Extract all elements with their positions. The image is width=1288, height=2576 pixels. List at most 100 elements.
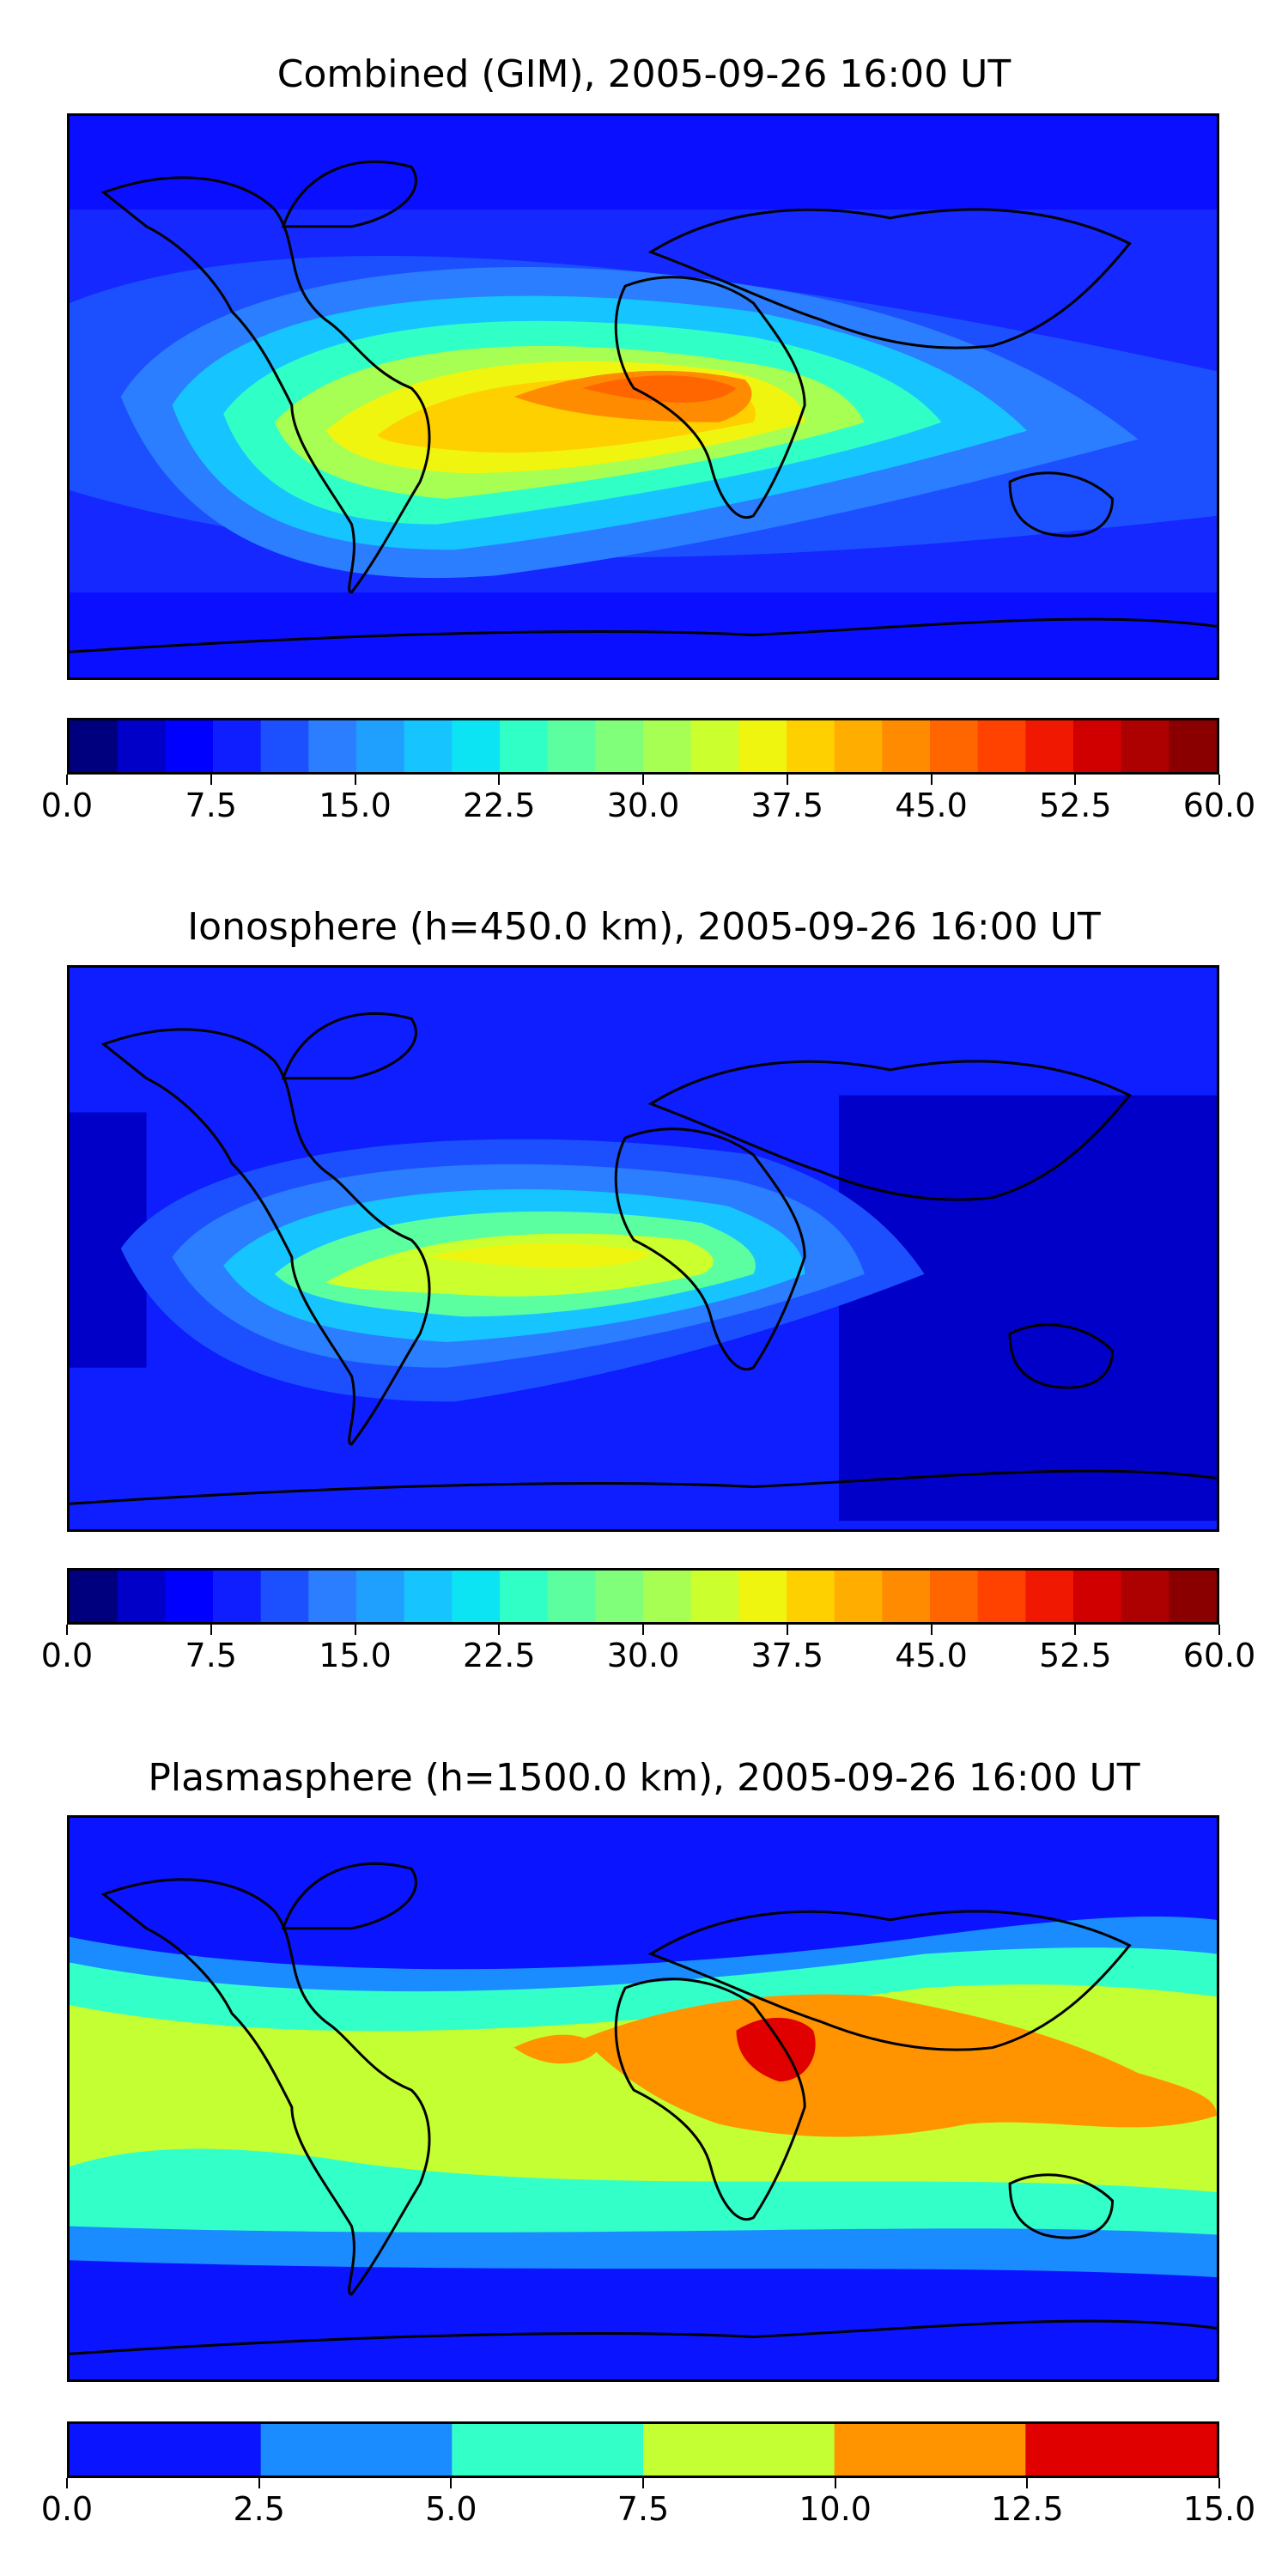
colorbar-ticks: 0.0 7.5 15.0 22.5 30.0 37.5 45.0 52.5 60.0 <box>41 1625 1255 1676</box>
colorbar <box>67 718 1219 775</box>
colorbar-swatch <box>165 1571 214 1622</box>
colorbar-swatch <box>1025 2424 1217 2476</box>
colorbar-swatch <box>643 720 692 772</box>
colorbar-tick <box>1218 2478 1220 2488</box>
colorbar-swatches <box>70 1571 1217 1622</box>
colorbar-swatch <box>738 1571 787 1622</box>
colorbar-swatch <box>213 720 262 772</box>
colorbar-tick <box>210 1625 212 1635</box>
colorbar-swatch <box>308 720 357 772</box>
tec-map <box>67 1815 1219 2382</box>
colorbar-swatch <box>738 720 787 772</box>
colorbar-swatch <box>882 1571 931 1622</box>
colorbar-tick-label: 0.0 <box>40 2490 94 2528</box>
colorbar-tick-label: 22.5 <box>462 1637 536 1674</box>
colorbar-tick <box>66 775 68 785</box>
colorbar-swatch <box>930 1571 979 1622</box>
colorbar-tick <box>66 1625 68 1635</box>
colorbar-tick <box>1074 1625 1077 1635</box>
colorbar <box>67 1568 1219 1625</box>
colorbar-tick <box>930 775 933 785</box>
colorbar-tick-label: 5.0 <box>425 2490 477 2528</box>
colorbar-tick <box>450 2478 453 2488</box>
colorbar-tick <box>210 775 212 785</box>
colorbar-swatch <box>834 2424 1026 2476</box>
colorbar-swatch <box>690 1571 739 1622</box>
colorbar-swatch <box>595 720 644 772</box>
colorbar-swatch <box>787 1571 835 1622</box>
colorbar-swatch <box>260 1571 309 1622</box>
colorbar-tick-label: 7.5 <box>185 787 237 824</box>
colorbar-swatch <box>1169 1571 1217 1622</box>
colorbar-swatch <box>356 1571 405 1622</box>
colorbar-tick-label: 30.0 <box>606 1637 680 1674</box>
colorbar-swatch <box>117 720 166 772</box>
colorbar-tick-label: 15.0 <box>319 1637 392 1674</box>
colorbar-tick-label: 52.5 <box>1038 787 1112 824</box>
colorbar-tick <box>354 1625 356 1635</box>
colorbar-swatch <box>834 720 883 772</box>
colorbar-swatch <box>500 1571 549 1622</box>
colorbar-swatch <box>1121 720 1170 772</box>
colorbar-swatch <box>213 1571 262 1622</box>
tec-contour-field <box>70 968 1217 1529</box>
colorbar-swatch <box>834 1571 883 1622</box>
colorbar-swatch <box>1121 1571 1170 1622</box>
colorbar-swatch <box>882 720 931 772</box>
tec-contour-field <box>70 116 1217 677</box>
colorbar-swatch <box>452 1571 501 1622</box>
colorbar-tick <box>1218 1625 1220 1635</box>
colorbar-tick-label: 22.5 <box>462 787 536 824</box>
colorbar-swatch <box>356 720 405 772</box>
colorbar-tick <box>642 775 644 785</box>
colorbar-swatch <box>404 1571 453 1622</box>
chart-title: Combined (GIM), 2005-09-26 16:00 UT <box>276 52 1012 96</box>
colorbar-swatch <box>930 720 979 772</box>
colorbar-ticks: 0.0 7.5 15.0 22.5 30.0 37.5 45.0 52.5 60.0 <box>41 775 1255 826</box>
colorbar-swatch <box>1025 1571 1074 1622</box>
colorbar-tick-label: 45.0 <box>895 787 968 824</box>
colorbar-swatch <box>595 1571 644 1622</box>
colorbar-tick-label: 2.5 <box>233 2490 285 2528</box>
colorbar-swatch <box>308 1571 357 1622</box>
colorbar-tick <box>354 775 356 785</box>
colorbar-swatch <box>117 1571 166 1622</box>
colorbar-tick <box>66 2478 68 2488</box>
tec-map <box>67 965 1219 1532</box>
colorbar-swatch <box>643 2424 835 2476</box>
colorbar-tick-label: 15.0 <box>1182 2490 1256 2528</box>
colorbar-swatch <box>977 1571 1026 1622</box>
chart-title: Plasmasphere (h=1500.0 km), 2005-09-26 1… <box>148 1756 1140 1800</box>
colorbar-swatches <box>70 2424 1217 2476</box>
colorbar <box>67 2421 1219 2478</box>
colorbar-tick-label: 37.5 <box>750 1637 824 1674</box>
colorbar-swatch <box>70 720 118 772</box>
colorbar-swatch <box>787 720 835 772</box>
colorbar-tick-label: 52.5 <box>1038 1637 1112 1674</box>
colorbar-tick <box>1218 775 1220 785</box>
colorbar-swatch <box>500 720 549 772</box>
colorbar-tick <box>498 775 501 785</box>
colorbar-swatch <box>260 720 309 772</box>
colorbar-tick-label: 0.0 <box>40 787 94 824</box>
colorbar-tick <box>786 775 788 785</box>
colorbar-tick <box>642 1625 644 1635</box>
colorbar-tick-label: 7.5 <box>185 1637 237 1674</box>
colorbar-swatch <box>643 1571 692 1622</box>
colorbar-swatch <box>547 720 596 772</box>
colorbar-tick <box>1074 775 1077 785</box>
colorbar-tick <box>834 2478 836 2488</box>
colorbar-swatch <box>977 720 1026 772</box>
colorbar-tick-label: 0.0 <box>40 1637 94 1674</box>
colorbar-swatch <box>690 720 739 772</box>
colorbar-swatch <box>404 720 453 772</box>
colorbar-swatch <box>260 2424 453 2476</box>
chart-title: Ionosphere (h=450.0 km), 2005-09-26 16:0… <box>187 905 1101 949</box>
colorbar-tick <box>930 1625 933 1635</box>
colorbar-swatch <box>1073 1571 1122 1622</box>
colorbar-tick <box>1026 2478 1029 2488</box>
colorbar-tick-label: 37.5 <box>750 787 824 824</box>
colorbar-tick <box>642 2478 644 2488</box>
colorbar-swatch <box>452 720 501 772</box>
colorbar-swatch <box>1073 720 1122 772</box>
